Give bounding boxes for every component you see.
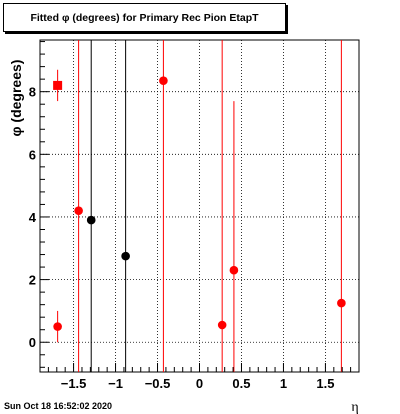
data-point [121,251,130,261]
data-point-square [53,80,63,90]
data-point [217,320,227,330]
error-bars [57,40,342,372]
x-tick-label: −1 [108,376,123,391]
x-tick-label: 1.5 [316,376,334,391]
axes: −1.5 −1 −0.5 0 0.5 1 1.5 0 2 4 6 8 [29,41,360,391]
y-tick-label: 2 [29,273,36,288]
data-points [53,76,346,331]
grid [40,40,359,372]
timestamp: Sun Oct 18 16:52:02 2020 [4,401,113,411]
data-point [86,215,96,225]
x-tick-label: 1 [280,376,287,391]
y-tick-label: 0 [29,335,36,350]
data-point [229,265,239,275]
data-point [74,206,83,215]
data-point [337,298,346,308]
y-tick-label: 8 [29,85,36,100]
y-tick-label: 6 [29,147,36,162]
y-axis-label: φ (degrees) [8,60,24,137]
data-point [53,322,62,331]
x-tick-label: 0.5 [232,376,250,391]
x-axis-label: η [351,400,358,414]
y-tick-label: 4 [29,210,37,225]
x-tick-label: −0.5 [145,376,171,391]
x-tick-label: 0 [196,376,203,391]
chart-title: Fitted φ (degrees) for Primary Rec Pion … [30,11,259,24]
data-point [159,76,168,86]
chart-title-box: Fitted φ (degrees) for Primary Rec Pion … [3,3,286,32]
x-tick-label: −1.5 [61,376,87,391]
